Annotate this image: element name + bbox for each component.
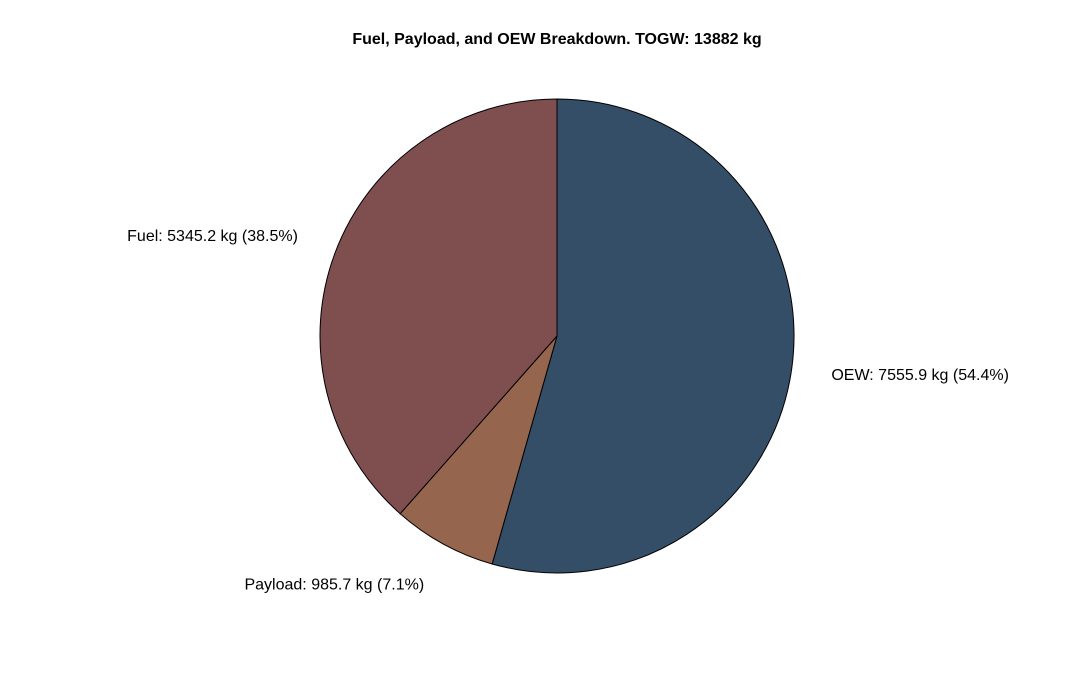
pie-slice-oew bbox=[491, 98, 795, 574]
pie-label-fuel: Fuel: 5345.2 kg (38.5%) bbox=[127, 228, 298, 245]
pie-label-oew: OEW: 7555.9 kg (54.4%) bbox=[831, 367, 1009, 384]
pie-slices bbox=[319, 98, 795, 574]
pie-slice-fuel bbox=[319, 98, 558, 515]
pie-label-payload: Payload: 985.7 kg (7.1%) bbox=[244, 576, 424, 593]
pie-labels: OEW: 7555.9 kg (54.4%) Payload: 985.7 kg … bbox=[127, 228, 1009, 593]
pie-slice-payload bbox=[399, 335, 558, 565]
chart-title: Fuel, Payload, and OEW Breakdown. TOGW: … bbox=[352, 31, 761, 48]
